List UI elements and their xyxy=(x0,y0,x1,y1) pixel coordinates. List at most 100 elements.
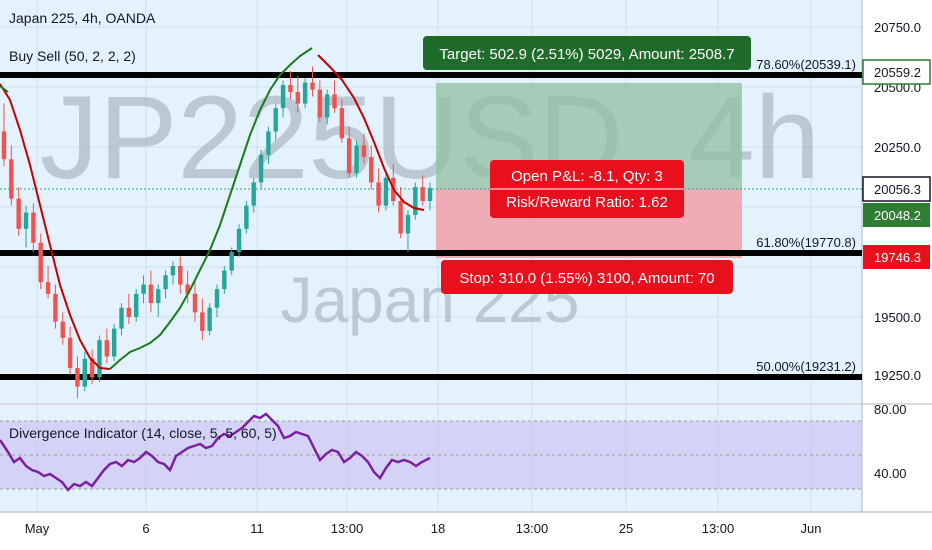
candle-body[interactable] xyxy=(332,94,337,109)
candle-body[interactable] xyxy=(156,289,161,304)
candle-body[interactable] xyxy=(185,284,190,294)
fib-levels: 78.60%(20539.1) 61.80%(19770.8) 50.00%(1… xyxy=(0,57,862,380)
candle-body[interactable] xyxy=(413,187,418,215)
candle-body[interactable] xyxy=(229,252,234,271)
buy-sell-line-down-1 xyxy=(0,83,111,370)
candle-body[interactable] xyxy=(119,307,124,329)
candle-body[interactable] xyxy=(420,187,425,201)
time-label-6: 13:00 xyxy=(516,521,549,536)
candle-body[interactable] xyxy=(251,182,256,206)
stop-label[interactable] xyxy=(441,260,733,294)
candle-body[interactable] xyxy=(347,138,352,174)
candle-body[interactable] xyxy=(398,201,403,234)
candle-body[interactable] xyxy=(222,270,227,290)
target-label-text: Target: 502.9 (2.51%) 5029, Amount: 2508… xyxy=(439,46,734,63)
price-tag-last xyxy=(862,176,931,202)
price-tag-last-text: 20056.3 xyxy=(874,182,921,197)
fib-label-786: 78.60%(20539.1) xyxy=(756,57,856,72)
buy-sell-line xyxy=(0,47,425,370)
candle-body[interactable] xyxy=(1,131,7,160)
time-label-5: 18 xyxy=(431,521,445,536)
candle-series[interactable] xyxy=(1,66,433,399)
candle-body[interactable] xyxy=(104,340,110,357)
candle-body[interactable] xyxy=(16,198,21,229)
candle-body[interactable] xyxy=(111,328,117,357)
candle-body[interactable] xyxy=(376,182,381,206)
target-label[interactable] xyxy=(423,36,751,70)
candle-body[interactable] xyxy=(192,293,198,313)
indicator-tick-80: 80.00 xyxy=(874,402,907,417)
buy-sell-line-up-1 xyxy=(109,47,313,370)
price-tag-target xyxy=(862,59,931,85)
price-tick-1: 20750.0 xyxy=(874,20,921,35)
candle-body[interactable] xyxy=(258,154,264,183)
candle-body[interactable] xyxy=(163,275,168,290)
candle-body[interactable] xyxy=(280,85,286,109)
candle-body[interactable] xyxy=(383,177,389,206)
candle-body[interactable] xyxy=(236,228,242,253)
time-label-4: 13:00 xyxy=(331,521,364,536)
buy-sell-line-up-2 xyxy=(0,85,9,93)
indicator-tick-40: 40.00 xyxy=(874,466,907,481)
indicator-title: Buy Sell (50, 2, 2, 2) xyxy=(9,48,136,64)
price-tick-3: 20250.0 xyxy=(874,140,921,155)
candle-body[interactable] xyxy=(126,307,132,317)
candle-body[interactable] xyxy=(214,289,220,308)
candle-body[interactable] xyxy=(207,307,212,331)
fib-label-500: 50.00%(19231.2) xyxy=(756,359,856,374)
candle-body[interactable] xyxy=(324,94,330,118)
risk-reward-text: Risk/Reward Ratio: 1.62 xyxy=(506,194,668,211)
fib-label-618: 61.80%(19770.8) xyxy=(756,235,856,250)
candle-body[interactable] xyxy=(31,212,36,243)
price-tick-4: 19500.0 xyxy=(874,310,921,325)
candle-body[interactable] xyxy=(60,321,65,338)
price-tag-entry xyxy=(863,203,930,227)
candle-body[interactable] xyxy=(302,82,308,104)
candle-body[interactable] xyxy=(266,131,271,155)
candle-body[interactable] xyxy=(9,159,14,199)
buy-sell-line-down-2 xyxy=(317,54,425,211)
candle-body[interactable] xyxy=(317,89,323,118)
candle-body[interactable] xyxy=(427,188,433,201)
candle-body[interactable] xyxy=(178,265,183,285)
candle-body[interactable] xyxy=(38,242,43,283)
candle-body[interactable] xyxy=(339,108,345,139)
candle-body[interactable] xyxy=(45,282,51,294)
candle-body[interactable] xyxy=(23,212,29,229)
candle-body[interactable] xyxy=(97,340,102,378)
candle-body[interactable] xyxy=(200,312,205,331)
candle-body[interactable] xyxy=(170,265,176,276)
candle-body[interactable] xyxy=(53,293,58,322)
price-tag-stop-text: 19746.3 xyxy=(874,250,921,265)
candle-body[interactable] xyxy=(148,284,154,304)
candle-body[interactable] xyxy=(354,145,359,174)
candle-body[interactable] xyxy=(141,284,146,294)
time-label-9: Jun xyxy=(801,521,822,536)
price-tag-target-text: 20559.2 xyxy=(874,65,921,80)
candle-body[interactable] xyxy=(361,145,367,157)
price-tick-5: 19250.0 xyxy=(874,368,921,383)
candle-body[interactable] xyxy=(75,368,80,387)
time-axis[interactable]: May 6 11 13:00 18 13:00 25 13:00 Jun xyxy=(25,521,822,536)
candle-body[interactable] xyxy=(273,108,278,132)
candle-body[interactable] xyxy=(134,293,139,317)
price-tag-entry-text: 20048.2 xyxy=(874,208,921,223)
candle-body[interactable] xyxy=(67,337,73,369)
stop-label-text: Stop: 310.0 (1.55%) 3100, Amount: 70 xyxy=(459,270,714,287)
symbol-title: Japan 225, 4h, OANDA xyxy=(9,10,156,26)
price-axis[interactable]: 20750.0 20500.0 20250.0 19500.0 19250.0 … xyxy=(862,20,931,383)
candle-body[interactable] xyxy=(369,156,374,183)
candle-body[interactable] xyxy=(89,358,95,378)
time-label-8: 13:00 xyxy=(702,521,735,536)
price-tag-stop xyxy=(863,245,930,269)
candle-body[interactable] xyxy=(405,214,411,234)
candle-body[interactable] xyxy=(82,358,87,387)
divergence-line xyxy=(0,412,431,492)
candle-body[interactable] xyxy=(310,82,315,90)
candle-body[interactable] xyxy=(295,91,300,104)
time-label-1: May xyxy=(25,521,50,536)
candle-body[interactable] xyxy=(288,85,293,92)
time-axis-area[interactable] xyxy=(0,512,932,550)
candle-body[interactable] xyxy=(244,205,249,229)
